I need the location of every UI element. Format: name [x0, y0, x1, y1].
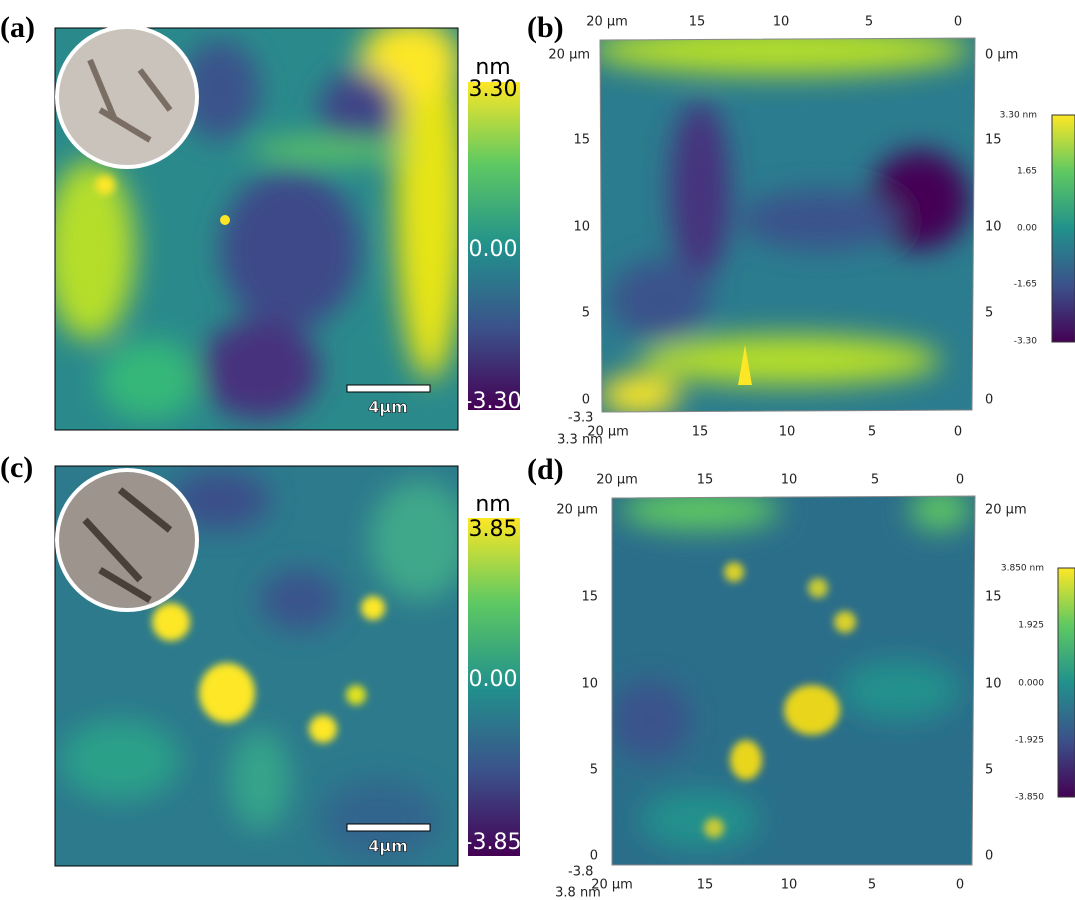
- axis-tick-label: 20 µm: [556, 503, 598, 518]
- colorbar: [1052, 115, 1075, 342]
- axis-tick-label: 20 µm: [596, 473, 638, 488]
- colorbar-tick-label: -3.850: [1015, 793, 1044, 803]
- axis-tick-label: 10: [985, 677, 1002, 692]
- panel-label: (c): [0, 451, 33, 484]
- colorbar-tick-label: -1.65: [1014, 280, 1037, 290]
- axis-tick-label: 0: [985, 393, 993, 408]
- axis-tick-label: 5: [985, 306, 993, 321]
- axis-tick-label: 20 µm: [985, 503, 1027, 518]
- axis-tick-label: 0: [582, 393, 590, 408]
- axis-tick-label: 10: [781, 473, 798, 488]
- colorbar-tick-label: 1.925: [1018, 621, 1044, 631]
- panel-label: (d): [527, 453, 564, 486]
- axis-tick-label: 5: [985, 763, 993, 778]
- scale-bar-label: 4μm: [368, 837, 408, 856]
- panel-label: (a): [0, 11, 35, 44]
- axis-tick-label: 0 µm: [985, 48, 1018, 63]
- axis-tick-label: 10: [985, 220, 1002, 235]
- colorbar-unit: nm: [475, 492, 510, 517]
- scale-bar-label: 4μm: [368, 398, 408, 417]
- colorbar-tick-label: -3.30: [1014, 337, 1038, 347]
- axis-tick-label: 15: [689, 15, 706, 30]
- axis-tick-label: 15: [985, 133, 1002, 148]
- axis-tick-label: 20 µm: [586, 15, 628, 30]
- colorbar-tick-label: 3.30 nm: [1000, 111, 1037, 121]
- axis-tick-label: 15: [573, 133, 590, 148]
- axis-tick-label: 0: [954, 15, 962, 30]
- axis-tick-label: 15: [985, 590, 1002, 605]
- z-axis-label: 3.8 nm: [555, 886, 601, 900]
- colorbar-tick-label: 0.00: [469, 667, 518, 692]
- figure: (a)nm3.300.00-3.304μm(b)20 µm15105020 µm…: [0, 0, 1075, 900]
- colorbar-tick-label: 0.000: [1018, 679, 1044, 689]
- colorbar: [1058, 568, 1075, 797]
- colorbar-tick-label: 3.85: [469, 517, 518, 542]
- axis-tick-label: 5: [871, 473, 879, 488]
- axis-tick-label: 5: [865, 15, 873, 30]
- z-axis-min: -3.3: [568, 411, 593, 426]
- axis-tick-label: 15: [692, 425, 709, 440]
- z-axis-label: 3.3 nm: [557, 433, 603, 448]
- panel-label: (b): [527, 11, 564, 44]
- axis-tick-label: 0: [590, 849, 598, 864]
- axis-tick-label: 10: [781, 878, 798, 893]
- colorbar-tick-label: -1.925: [1015, 736, 1044, 746]
- axis-tick-label: 20 µm: [548, 48, 590, 63]
- afm-surface-b: [590, 25, 978, 416]
- colorbar-tick-label: 3.30: [469, 77, 518, 102]
- colorbar-tick-label: 1.65: [1017, 167, 1037, 177]
- axis-tick-label: 10: [779, 425, 796, 440]
- scale-bar: [347, 824, 430, 831]
- axis-tick-label: 15: [697, 878, 714, 893]
- colorbar-tick-label: -3.30: [465, 389, 522, 414]
- axis-tick-label: 0: [956, 473, 964, 488]
- inset-photo: [57, 27, 197, 167]
- axis-tick-label: 15: [581, 590, 598, 605]
- axis-tick-label: 0: [985, 849, 993, 864]
- axis-tick-label: 5: [868, 425, 876, 440]
- colorbar-tick-label: 0.00: [469, 237, 518, 262]
- axis-tick-label: 10: [773, 15, 790, 30]
- axis-tick-label: 15: [697, 473, 714, 488]
- axis-tick-label: 10: [573, 220, 590, 235]
- colorbar-tick-label: 0.00: [1017, 224, 1037, 234]
- scale-bar: [347, 385, 430, 392]
- axis-tick-label: 5: [590, 763, 598, 778]
- afm-surface-d: [608, 490, 978, 869]
- axis-tick-label: 10: [581, 677, 598, 692]
- axis-tick-label: 5: [868, 878, 876, 893]
- axis-tick-label: 5: [582, 306, 590, 321]
- axis-tick-label: 0: [956, 878, 964, 893]
- colorbar-tick-label: 3.850 nm: [1001, 564, 1044, 574]
- axis-tick-label: 0: [954, 425, 962, 440]
- z-axis-min: -3.8: [568, 865, 593, 880]
- colorbar-tick-label: -3.85: [465, 830, 522, 855]
